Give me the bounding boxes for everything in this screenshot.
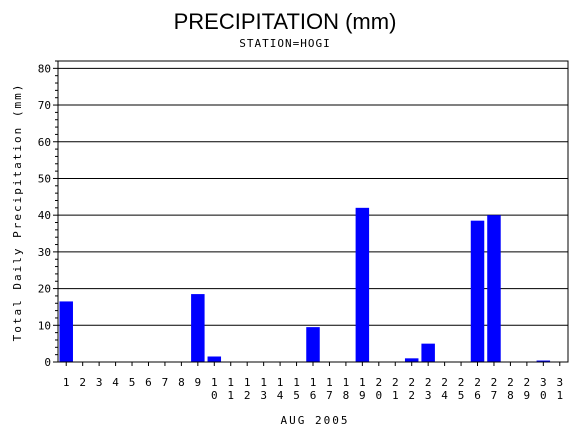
y-tick-label: 10 bbox=[38, 319, 51, 332]
bars bbox=[59, 207, 551, 362]
bar-day-16 bbox=[306, 327, 320, 362]
y-tick-label: 50 bbox=[38, 172, 51, 185]
bar-day-19 bbox=[355, 207, 370, 362]
x-tick-label: 7 bbox=[162, 376, 169, 389]
y-tick-label: 70 bbox=[38, 99, 51, 112]
x-tick-label: 6 bbox=[145, 376, 152, 389]
x-tick-label: 8 bbox=[178, 376, 185, 389]
y-tick-label: 20 bbox=[38, 283, 51, 296]
bar-day-23 bbox=[421, 343, 435, 362]
y-axis-ticks: 0 10 20 30 40 50 60 70 80 bbox=[38, 60, 58, 369]
y-tick-label: 40 bbox=[38, 209, 51, 222]
y-tick-label: 0 bbox=[44, 356, 51, 369]
x-tick-label: 9 bbox=[195, 376, 202, 389]
x-axis-ticks: 1 2 3 4 5 6 7 8 9 1 01 11 21 31 41 51 61 71 81 92 02 12 22 32 42… bbox=[63, 362, 563, 402]
bar-day-1 bbox=[59, 301, 73, 362]
x-tick-label: 3 bbox=[96, 376, 103, 389]
bar-day-30 bbox=[536, 360, 551, 362]
grid-lines bbox=[58, 67, 568, 326]
chart-title: PRECIPITATION (mm) bbox=[174, 9, 397, 34]
bar-day-10 bbox=[207, 356, 222, 362]
x-tick-label: 2 bbox=[79, 376, 86, 389]
y-tick-label: 30 bbox=[38, 246, 51, 259]
y-tick-label: 80 bbox=[38, 62, 51, 75]
x-tick-label: 4 bbox=[112, 376, 119, 389]
bar-day-9 bbox=[191, 294, 205, 362]
x-tick-label: 1 bbox=[63, 376, 70, 389]
x-tick-label: 5 bbox=[129, 376, 136, 389]
y-tick-label: 60 bbox=[38, 136, 51, 149]
y-axis-label: Total Daily Precipitation (mm) bbox=[11, 83, 24, 342]
bar-day-22 bbox=[404, 358, 419, 362]
bar-day-27 bbox=[487, 215, 501, 362]
bar-day-26 bbox=[470, 220, 485, 362]
x-axis-label: AUG 2005 bbox=[281, 414, 350, 427]
chart-subtitle: STATION=HOGI bbox=[239, 37, 330, 50]
